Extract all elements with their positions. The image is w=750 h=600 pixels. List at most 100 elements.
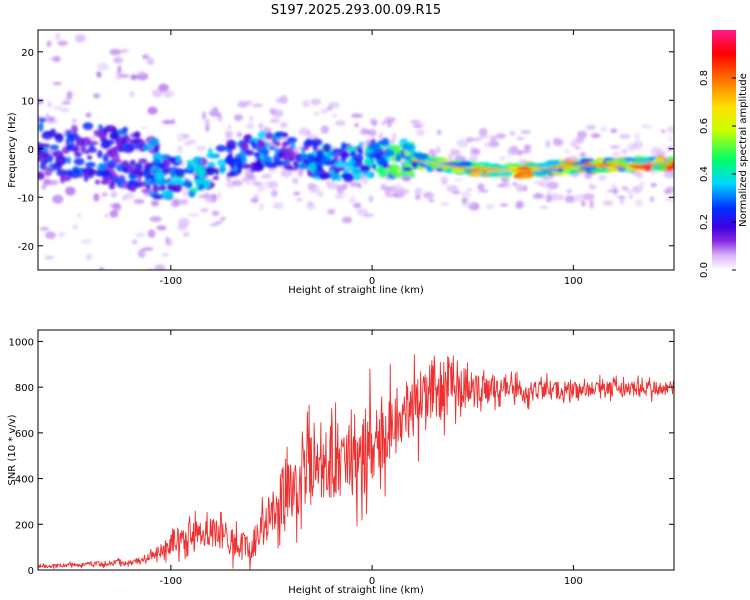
spectrogram-ridge-blob xyxy=(107,159,117,169)
spectrogram-noise-blob xyxy=(98,266,105,270)
spectrogram-y-tick-label: -20 xyxy=(18,242,34,253)
spectrogram-noise-blob xyxy=(61,101,71,105)
spectrogram-noise-blob xyxy=(109,48,121,56)
spectrogram-noise-blob xyxy=(121,194,128,202)
spectrogram-ridge-blob xyxy=(274,131,286,138)
spectrogram-noise-blob xyxy=(80,238,93,245)
spectrogram-ridge-blob xyxy=(190,187,199,193)
spectrogram-noise-blob xyxy=(130,74,138,81)
spectrogram-noise-blob xyxy=(256,184,266,192)
spectrogram-noise-blob xyxy=(172,198,181,207)
spectrogram-noise-blob xyxy=(204,118,210,126)
spectrogram-noise-blob xyxy=(650,182,657,188)
spectrogram-ridge-blob xyxy=(282,159,291,166)
spectrogram-ridge-blob xyxy=(487,171,503,178)
spectrogram-ridge-blob xyxy=(38,171,45,179)
spectrogram-ridge-blob xyxy=(193,179,202,184)
spectrogram-ridge-blob xyxy=(95,169,104,177)
spectrogram-noise-blob xyxy=(570,195,576,204)
spectrogram-ridge-blob xyxy=(100,169,111,178)
spectrogram-noise-blob xyxy=(650,147,660,156)
spectrogram-noise-blob xyxy=(249,116,254,122)
spectrogram-noise-blob xyxy=(331,113,338,118)
spectrogram-x-tick-label: 0 xyxy=(369,276,375,287)
spectrogram-noise-blob xyxy=(49,57,59,61)
spectrogram-noise-blob xyxy=(435,146,441,154)
spectrogram-ridge-blob xyxy=(268,146,276,151)
spectrogram-ridge-blob xyxy=(277,151,284,159)
spectrogram-noise-blob xyxy=(272,109,284,118)
spectrogram-ridge-blob xyxy=(392,172,402,178)
spectrogram-noise-blob xyxy=(381,121,387,126)
spectrogram-noise-blob xyxy=(109,209,119,218)
spectrogram-noise-blob xyxy=(244,99,253,107)
spectrogram-noise-blob xyxy=(440,202,450,206)
spectrogram-ridge-blob xyxy=(170,171,176,180)
spectrogram-noise-blob xyxy=(590,133,602,139)
spectrogram-noise-blob xyxy=(506,181,511,190)
spectrogram-ridge-blob xyxy=(235,156,242,163)
spectrogram-noise-blob xyxy=(416,129,425,136)
spectrogram-noise-blob xyxy=(60,107,70,113)
spectrogram-heatmap xyxy=(38,32,674,270)
spectrogram-noise-blob xyxy=(280,169,293,178)
spectrogram-ridge-blob xyxy=(81,137,92,146)
spectrogram-noise-blob xyxy=(539,205,549,210)
spectrogram-noise-blob xyxy=(550,193,561,202)
spectrogram-noise-blob xyxy=(201,111,207,120)
spectrogram-noise-blob xyxy=(617,195,626,200)
spectrogram-ridge-blob xyxy=(367,141,379,151)
snr-x-tick-label: -100 xyxy=(159,576,182,587)
spectrogram-noise-blob xyxy=(225,130,233,140)
spectrogram-noise-blob xyxy=(54,32,61,41)
spectrogram-noise-blob xyxy=(379,134,384,141)
spectrogram-noise-blob xyxy=(369,117,378,126)
spectrogram-ridge-blob xyxy=(214,168,220,176)
spectrogram-noise-blob xyxy=(350,113,363,119)
spectrogram-ridge-blob xyxy=(38,117,47,123)
spectrogram-noise-blob xyxy=(363,213,374,218)
spectrogram-ridge-core xyxy=(412,159,672,172)
spectrogram-noise-blob xyxy=(146,57,155,66)
spectrogram-ridge-blob xyxy=(219,165,227,173)
spectrogram-noise-blob xyxy=(570,139,579,148)
spectrogram-noise-blob xyxy=(410,119,421,125)
spectrogram-noise-blob xyxy=(131,239,138,245)
spectrogram-noise-blob xyxy=(205,197,213,204)
spectrogram-noise-blob xyxy=(280,121,288,128)
spectrogram-ridge-blob xyxy=(158,184,167,192)
spectrogram-noise-blob xyxy=(314,111,320,116)
spectrogram-noise-blob xyxy=(211,210,220,217)
spectrogram-y-tick-label: 0 xyxy=(28,145,34,156)
spectrogram-ridge-blob xyxy=(358,150,364,155)
spectrogram-noise-blob xyxy=(269,118,281,124)
spectrogram-noise-blob xyxy=(135,232,146,238)
spectrogram-noise-blob xyxy=(117,65,122,75)
spectrogram-noise-blob xyxy=(634,132,641,141)
spectrogram-noise-blob xyxy=(64,97,72,101)
spectrogram-ridge-blob xyxy=(109,131,120,140)
spectrogram-ridge-blob xyxy=(429,156,447,161)
spectrogram-noise-blob xyxy=(649,196,655,203)
spectrogram-ridge-blob xyxy=(565,160,574,166)
spectrogram-noise-blob xyxy=(414,187,423,196)
spectrogram-ridge-blob xyxy=(369,152,375,160)
spectrogram-ridge-blob xyxy=(66,156,72,164)
spectrogram-noise-blob xyxy=(259,203,265,211)
spectrogram-noise-blob xyxy=(252,103,264,108)
spectrogram-noise-blob xyxy=(85,112,92,118)
snr-x-tick-label: 100 xyxy=(564,576,583,587)
spectrogram-noise-blob xyxy=(71,118,78,124)
spectrogram-noise-blob xyxy=(454,177,463,182)
spectrogram-noise-blob xyxy=(250,197,259,204)
spectrogram-noise-blob xyxy=(477,134,489,140)
spectrogram-ridge-blob xyxy=(567,169,580,175)
spectrogram-ridge-blob xyxy=(267,164,277,169)
spectrogram-ridge-blob xyxy=(95,179,101,185)
spectrogram-noise-blob xyxy=(179,198,189,206)
spectrogram-ridge-blob xyxy=(650,165,668,171)
spectrogram-noise-blob xyxy=(600,126,608,132)
spectrogram-noise-blob xyxy=(545,194,553,203)
colorbar-tick-label: 0.8 xyxy=(699,70,710,86)
spectrogram-noise-blob xyxy=(47,179,59,186)
